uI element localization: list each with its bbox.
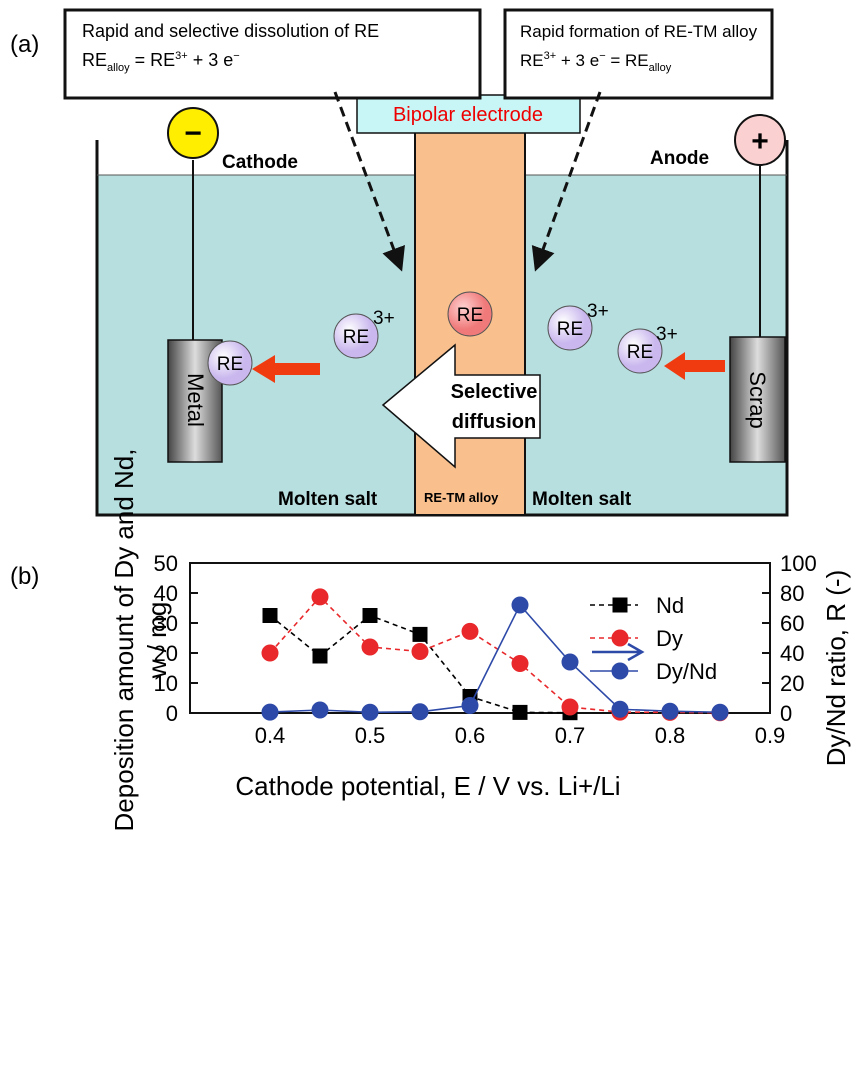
legend-marker <box>612 630 628 646</box>
panel-a: (a) Bipolar electrode Rapid and selectiv… <box>10 10 787 515</box>
legend-marker <box>613 598 627 612</box>
data-point <box>413 627 427 641</box>
x-axis-label: Cathode potential, E / V vs. Li+/Li <box>235 771 620 801</box>
ion-label: RE <box>343 327 369 348</box>
y-axis-label: Deposition amount of Dy and Nd, <box>109 449 139 832</box>
ion-charge: 3+ <box>656 324 678 345</box>
series-line <box>270 605 720 712</box>
y2-axis-label: Dy/Nd ratio, R (-) <box>821 570 851 766</box>
ion-label: RE <box>627 342 653 363</box>
data-point <box>412 644 428 660</box>
anode-label: Anode <box>650 148 709 169</box>
data-point <box>512 597 528 613</box>
y2-tick-label: 60 <box>780 611 804 636</box>
metal-label: Metal <box>183 373 208 427</box>
data-point <box>612 701 628 717</box>
figure: (a) Bipolar electrode Rapid and selectiv… <box>0 0 863 1090</box>
diffusion-label: Selective <box>451 381 538 403</box>
ion-charge: 3+ <box>373 308 395 329</box>
data-point <box>513 705 527 719</box>
legend-label: Dy <box>656 626 683 651</box>
legend-label: Dy/Nd <box>656 659 717 684</box>
data-point <box>362 639 378 655</box>
data-point <box>562 699 578 715</box>
data-point <box>312 702 328 718</box>
y2-tick-label: 80 <box>780 581 804 606</box>
data-point <box>462 698 478 714</box>
x-tick-label: 0.9 <box>755 723 786 748</box>
note-text: Rapid and selective dissolution of RE <box>82 21 379 41</box>
panel-label: (b) <box>10 563 39 590</box>
data-point <box>313 649 327 663</box>
x-tick-label: 0.8 <box>655 723 686 748</box>
diffusion-label: diffusion <box>452 411 536 433</box>
data-point <box>312 589 328 605</box>
ion-label: RE <box>457 305 483 326</box>
data-point <box>512 656 528 672</box>
sign: + <box>751 125 769 158</box>
salt-label: Molten salt <box>532 489 632 510</box>
data-point <box>362 704 378 720</box>
legend-marker <box>612 663 628 679</box>
scrap-label: Scrap <box>745 371 770 428</box>
sign: − <box>184 117 202 150</box>
y-tick-label: 50 <box>154 551 178 576</box>
data-point <box>462 623 478 639</box>
y-axis-label: w / mg <box>142 602 172 680</box>
data-point <box>412 704 428 720</box>
data-point <box>363 609 377 623</box>
x-tick-label: 0.4 <box>255 723 286 748</box>
x-tick-label: 0.7 <box>555 723 586 748</box>
electrode-label: Bipolar electrode <box>393 104 543 126</box>
data-point <box>262 704 278 720</box>
alloy-label: RE-TM alloy <box>424 490 499 505</box>
x-tick-label: 0.5 <box>355 723 386 748</box>
panel-label: (a) <box>10 31 39 58</box>
y2-tick-label: 100 <box>780 551 817 576</box>
data-point <box>263 609 277 623</box>
ion-label: RE <box>557 319 583 340</box>
salt-label: Molten salt <box>278 489 378 510</box>
ion-label: RE <box>217 354 243 375</box>
data-point <box>562 654 578 670</box>
data-point <box>712 704 728 720</box>
x-tick-label: 0.6 <box>455 723 486 748</box>
note-text: Rapid formation of RE-TM alloy <box>520 22 758 41</box>
cathode-label: Cathode <box>222 152 298 173</box>
ion-charge: 3+ <box>587 301 609 322</box>
data-point <box>262 645 278 661</box>
y-tick-label: 0 <box>166 701 178 726</box>
y2-tick-label: 20 <box>780 671 804 696</box>
legend-label: Nd <box>656 593 684 618</box>
y2-tick-label: 40 <box>780 641 804 666</box>
data-point <box>662 703 678 719</box>
annotation-arrow <box>592 644 642 660</box>
